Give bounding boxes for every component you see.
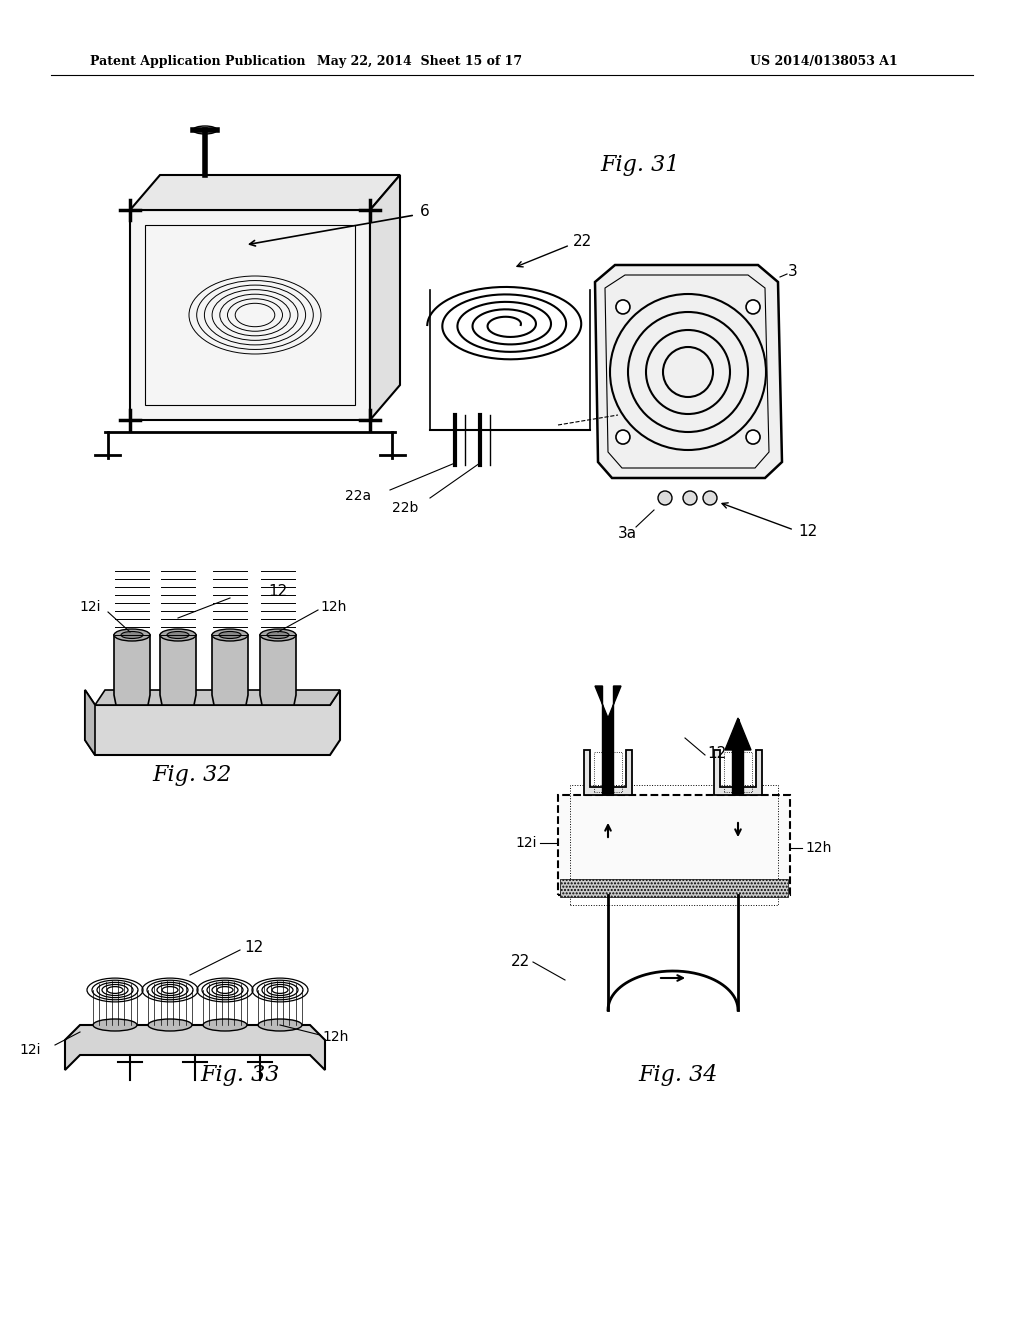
Polygon shape	[370, 176, 400, 420]
Polygon shape	[595, 265, 782, 478]
Text: 12i: 12i	[79, 601, 100, 614]
Text: 6: 6	[420, 205, 430, 219]
Text: 12: 12	[707, 746, 726, 760]
Ellipse shape	[267, 631, 289, 639]
Ellipse shape	[160, 630, 196, 642]
Circle shape	[658, 491, 672, 506]
Polygon shape	[725, 718, 751, 795]
Text: 12: 12	[268, 585, 288, 599]
Polygon shape	[65, 1026, 325, 1071]
Circle shape	[616, 300, 630, 314]
Text: 12: 12	[244, 940, 263, 954]
Text: 22: 22	[573, 235, 592, 249]
Text: Fig. 34: Fig. 34	[638, 1064, 718, 1086]
Circle shape	[683, 491, 697, 506]
Ellipse shape	[148, 1019, 193, 1031]
Ellipse shape	[203, 1019, 247, 1031]
Text: US 2014/0138053 A1: US 2014/0138053 A1	[750, 55, 898, 69]
Ellipse shape	[260, 630, 296, 642]
Polygon shape	[584, 750, 632, 795]
Polygon shape	[130, 210, 370, 420]
Bar	[558, 795, 790, 895]
Circle shape	[746, 300, 760, 314]
Ellipse shape	[219, 631, 241, 639]
Text: 22b: 22b	[392, 502, 418, 515]
Polygon shape	[95, 690, 340, 705]
Ellipse shape	[93, 1019, 137, 1031]
Polygon shape	[714, 750, 762, 795]
Bar	[594, 752, 622, 792]
Text: Fig. 32: Fig. 32	[152, 764, 231, 785]
Ellipse shape	[114, 630, 150, 642]
Text: 12i: 12i	[19, 1043, 41, 1057]
Polygon shape	[114, 635, 150, 705]
Text: 3: 3	[788, 264, 798, 280]
Bar	[724, 752, 752, 792]
Text: Fig. 31: Fig. 31	[600, 154, 679, 176]
Bar	[560, 879, 788, 898]
Polygon shape	[130, 176, 400, 210]
Ellipse shape	[193, 125, 217, 135]
Circle shape	[616, 430, 630, 444]
Ellipse shape	[121, 631, 143, 639]
Text: 22a: 22a	[345, 488, 371, 503]
Polygon shape	[212, 635, 248, 705]
Text: 22: 22	[511, 954, 530, 969]
Ellipse shape	[258, 1019, 302, 1031]
Ellipse shape	[212, 630, 248, 642]
Polygon shape	[85, 690, 95, 755]
Text: 12h: 12h	[319, 601, 346, 614]
Bar	[570, 785, 778, 906]
Polygon shape	[260, 635, 296, 705]
Text: 12h: 12h	[322, 1030, 348, 1044]
Ellipse shape	[167, 631, 189, 639]
Text: 12i: 12i	[515, 836, 537, 850]
Polygon shape	[85, 690, 340, 755]
Text: Fig. 33: Fig. 33	[200, 1064, 280, 1086]
Text: Patent Application Publication: Patent Application Publication	[90, 55, 305, 69]
Polygon shape	[595, 686, 621, 795]
Text: 3a: 3a	[618, 525, 637, 540]
Circle shape	[703, 491, 717, 506]
Polygon shape	[160, 635, 196, 705]
Text: May 22, 2014  Sheet 15 of 17: May 22, 2014 Sheet 15 of 17	[317, 55, 522, 69]
Text: 12h: 12h	[805, 841, 831, 855]
Circle shape	[746, 430, 760, 444]
Text: 12: 12	[798, 524, 817, 540]
